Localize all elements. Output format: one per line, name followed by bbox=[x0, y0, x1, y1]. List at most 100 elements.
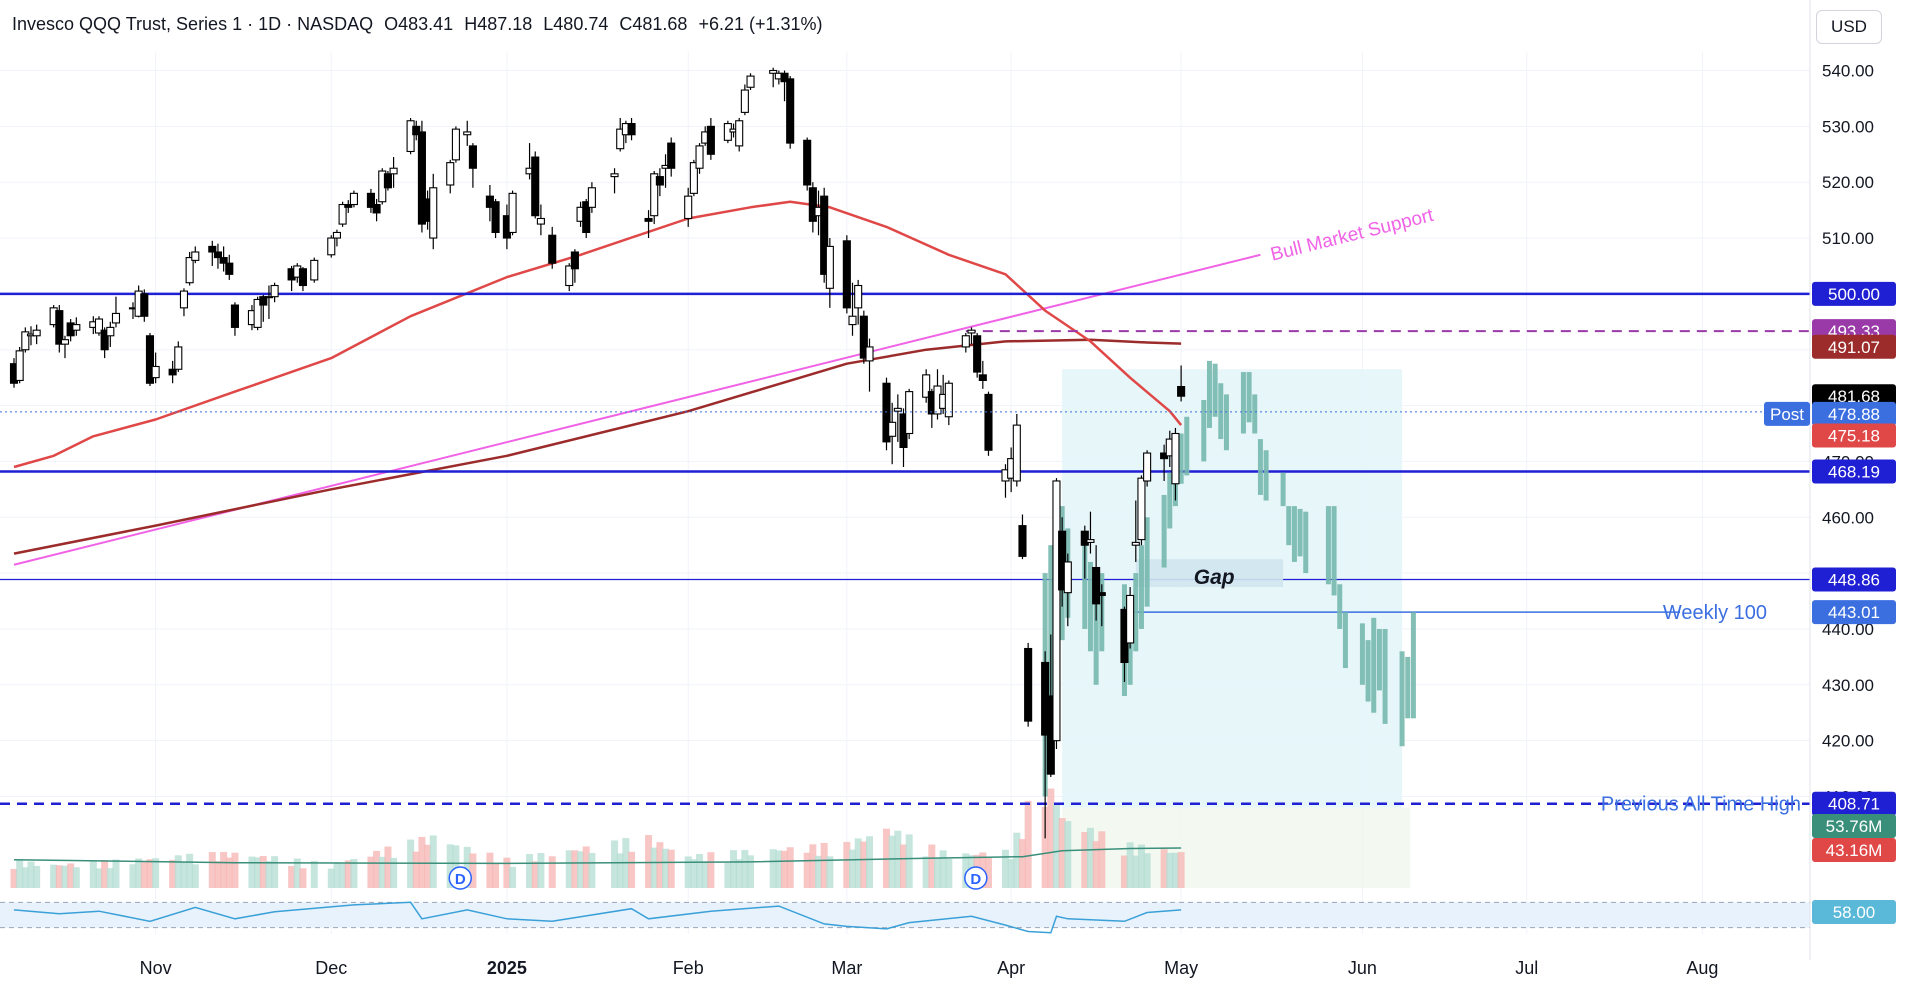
projection-bar bbox=[1365, 640, 1371, 702]
volume-bar bbox=[656, 842, 664, 888]
price-label-box bbox=[1812, 334, 1896, 359]
candle-body bbox=[310, 259, 319, 281]
y-tick-label: 430.00 bbox=[1822, 676, 1874, 695]
projection-bar bbox=[1371, 617, 1377, 713]
post-tag-label: Post bbox=[1770, 405, 1804, 424]
candle-body bbox=[55, 310, 64, 345]
candle-body bbox=[1131, 541, 1140, 546]
volume-bar bbox=[803, 852, 811, 888]
volume-bar bbox=[645, 835, 653, 888]
volume-bar bbox=[225, 857, 233, 888]
projection-bar bbox=[1257, 439, 1263, 495]
candle-body bbox=[1058, 530, 1067, 591]
candle-body bbox=[21, 331, 30, 351]
ohlc-high: H487.18 bbox=[464, 14, 533, 34]
candle-body bbox=[389, 167, 398, 175]
volume-bar bbox=[135, 858, 143, 888]
volume-bar bbox=[781, 850, 789, 888]
candle-body bbox=[888, 421, 897, 437]
candle-body bbox=[230, 304, 240, 328]
candle-body bbox=[984, 393, 993, 451]
symbol-header: Invesco QQQ Trust, Series 1 · 1D · NASDA… bbox=[12, 14, 829, 35]
candle-body bbox=[174, 346, 183, 370]
volume-bar bbox=[191, 864, 199, 888]
currency-button[interactable]: USD bbox=[1816, 10, 1882, 44]
candle-body bbox=[1126, 594, 1135, 644]
candle-body bbox=[111, 312, 121, 324]
candle-body bbox=[338, 203, 347, 225]
projection-bar bbox=[1405, 656, 1411, 719]
dividend-marker-icon bbox=[964, 866, 988, 890]
volume-bar bbox=[509, 866, 517, 888]
y-tick-label: 460.00 bbox=[1822, 508, 1874, 527]
volume-bar bbox=[310, 860, 318, 888]
volume-bar bbox=[747, 855, 755, 888]
projection-bar bbox=[1206, 360, 1212, 428]
y-tick-label: 420.00 bbox=[1822, 732, 1874, 751]
price-label-text: 500.00 bbox=[1828, 285, 1880, 304]
bull-market-support-label: Bull Market Support bbox=[1269, 205, 1437, 266]
price-label-box bbox=[1812, 600, 1896, 625]
candle-body bbox=[1086, 539, 1095, 543]
projection-bar bbox=[1093, 584, 1099, 685]
projection-bar bbox=[1087, 561, 1093, 652]
volume-bar bbox=[1120, 855, 1128, 888]
x-tick-label: Mar bbox=[831, 958, 862, 978]
candle-body bbox=[100, 329, 109, 351]
candle-body bbox=[185, 257, 194, 284]
volume-bar bbox=[1024, 800, 1032, 888]
projection-bar bbox=[1252, 394, 1258, 434]
ohlc-low: L480.74 bbox=[543, 14, 609, 34]
candle-body bbox=[667, 142, 676, 169]
volume-bar bbox=[1001, 849, 1009, 888]
candle-body bbox=[219, 257, 228, 264]
candle-body bbox=[140, 293, 149, 317]
volume-bar bbox=[350, 858, 358, 888]
volume-bar bbox=[424, 844, 432, 888]
candle-body bbox=[780, 72, 789, 83]
volume-bar bbox=[220, 851, 228, 888]
rsi-pane bbox=[0, 901, 1810, 934]
dividend-marker-label: D bbox=[970, 871, 981, 888]
projection-bar bbox=[1399, 651, 1405, 747]
candle-body bbox=[1063, 561, 1072, 594]
candle-body bbox=[259, 296, 268, 306]
volume-bar bbox=[650, 847, 658, 888]
x-tick-label: Nov bbox=[140, 958, 172, 978]
volume-bar bbox=[1086, 827, 1094, 888]
candle-body bbox=[548, 234, 557, 264]
weekly-100-label: Weekly 100 bbox=[1663, 602, 1767, 624]
candle-body bbox=[1097, 592, 1106, 597]
candle-body bbox=[531, 156, 540, 217]
volume-bar bbox=[588, 852, 596, 888]
volume-bar bbox=[616, 853, 624, 888]
ohlc-close: C481.68 bbox=[619, 14, 688, 34]
volume-bar bbox=[1007, 859, 1015, 888]
projection-bar bbox=[1297, 508, 1303, 557]
volume-bar bbox=[259, 855, 267, 888]
volume-bar bbox=[429, 835, 437, 888]
volume-bar bbox=[775, 850, 783, 888]
candle-body bbox=[655, 176, 664, 186]
volume-bar bbox=[61, 865, 69, 888]
dividend-marker-icon bbox=[448, 866, 472, 890]
candle-body bbox=[610, 173, 619, 178]
ohlc-open: O483.41 bbox=[384, 14, 454, 34]
volume-bar bbox=[486, 852, 494, 888]
candle-body bbox=[32, 329, 41, 337]
volume-bar bbox=[611, 840, 619, 888]
projection-bar bbox=[1410, 612, 1416, 719]
price-label-box bbox=[1812, 900, 1896, 924]
previous-ath-label: Previous All Time High bbox=[1601, 794, 1801, 816]
projection-bar bbox=[1144, 517, 1150, 607]
volume-bar bbox=[854, 838, 862, 888]
volume-bar bbox=[293, 858, 301, 888]
ohlc-change: +6.21 (+1.31%) bbox=[698, 14, 823, 34]
candle-body bbox=[145, 335, 155, 384]
candle-body bbox=[536, 217, 545, 225]
symbol-title[interactable]: Invesco QQQ Trust, Series 1 · 1D · NASDA… bbox=[12, 14, 374, 34]
volume-bar bbox=[922, 856, 930, 888]
volume-bar bbox=[1041, 806, 1049, 888]
y-tick-label: 520.00 bbox=[1822, 173, 1874, 192]
